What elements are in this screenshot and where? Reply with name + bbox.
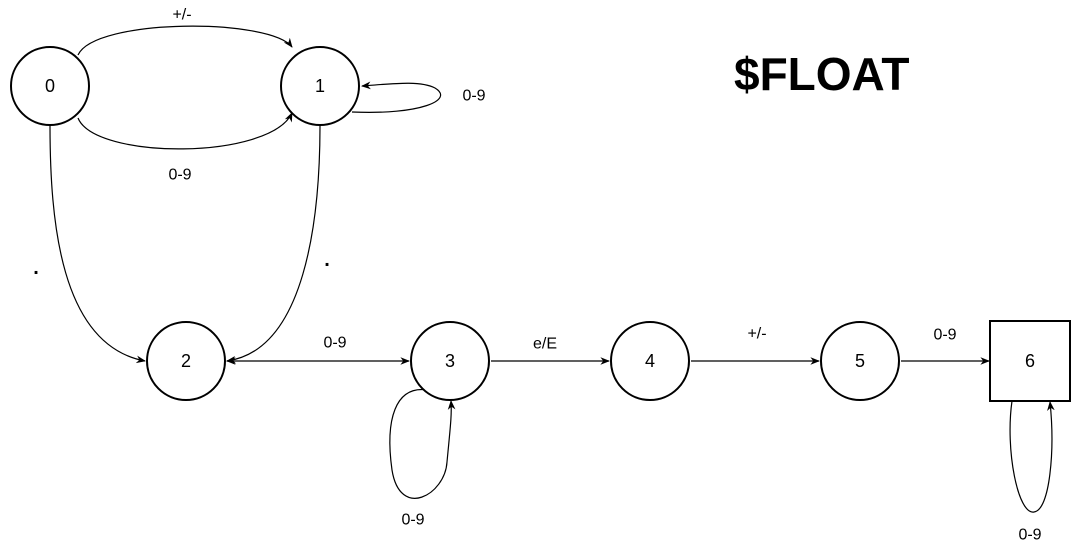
state-node-0: 0 (10, 46, 90, 126)
state-label-4: 4 (645, 351, 655, 371)
state-node-1: 1 (280, 46, 360, 126)
edge-label-5-6-digit: 0-9 (933, 327, 956, 344)
state-node-6-final: 6 (989, 320, 1071, 402)
state-node-5: 5 (820, 321, 900, 401)
edge-label-1-2-dot: . (324, 249, 330, 271)
edge-label-3-3-digit: 0-9 (401, 512, 424, 529)
state-label-6: 6 (1025, 351, 1035, 371)
state-label-5: 5 (855, 351, 865, 371)
state-node-4: 4 (610, 321, 690, 401)
state-label-1: 1 (315, 76, 325, 96)
edge-0-2-dot (49, 124, 146, 364)
edge-1-1-digit (351, 81, 442, 113)
edge-label-6-6-digit: 0-9 (1018, 527, 1041, 544)
edge-0-1-digit (77, 112, 293, 150)
edge-label-4-5-sign: +/- (747, 326, 766, 343)
edge-label-0-2-dot: . (33, 257, 39, 279)
state-label-2: 2 (181, 351, 191, 371)
diagram-title: $FLOAT (734, 48, 909, 100)
edge-3-3-digit (389, 389, 456, 499)
state-node-2: 2 (146, 321, 226, 401)
edge-label-3-4-exp: e/E (533, 336, 557, 353)
edge-0-1-sign (77, 25, 293, 56)
edge-label-0-1-digit: 0-9 (168, 167, 191, 184)
state-label-3: 3 (445, 351, 455, 371)
edge-label-1-1-digit: 0-9 (462, 88, 485, 105)
state-node-3: 3 (410, 321, 490, 401)
edge-6-6-digit (1009, 400, 1055, 513)
edge-1-2-dot (226, 124, 321, 364)
edge-label-0-1-sign: +/- (172, 7, 191, 24)
edge-label-2-3-digit: 0-9 (323, 335, 346, 352)
state-label-0: 0 (45, 76, 55, 96)
